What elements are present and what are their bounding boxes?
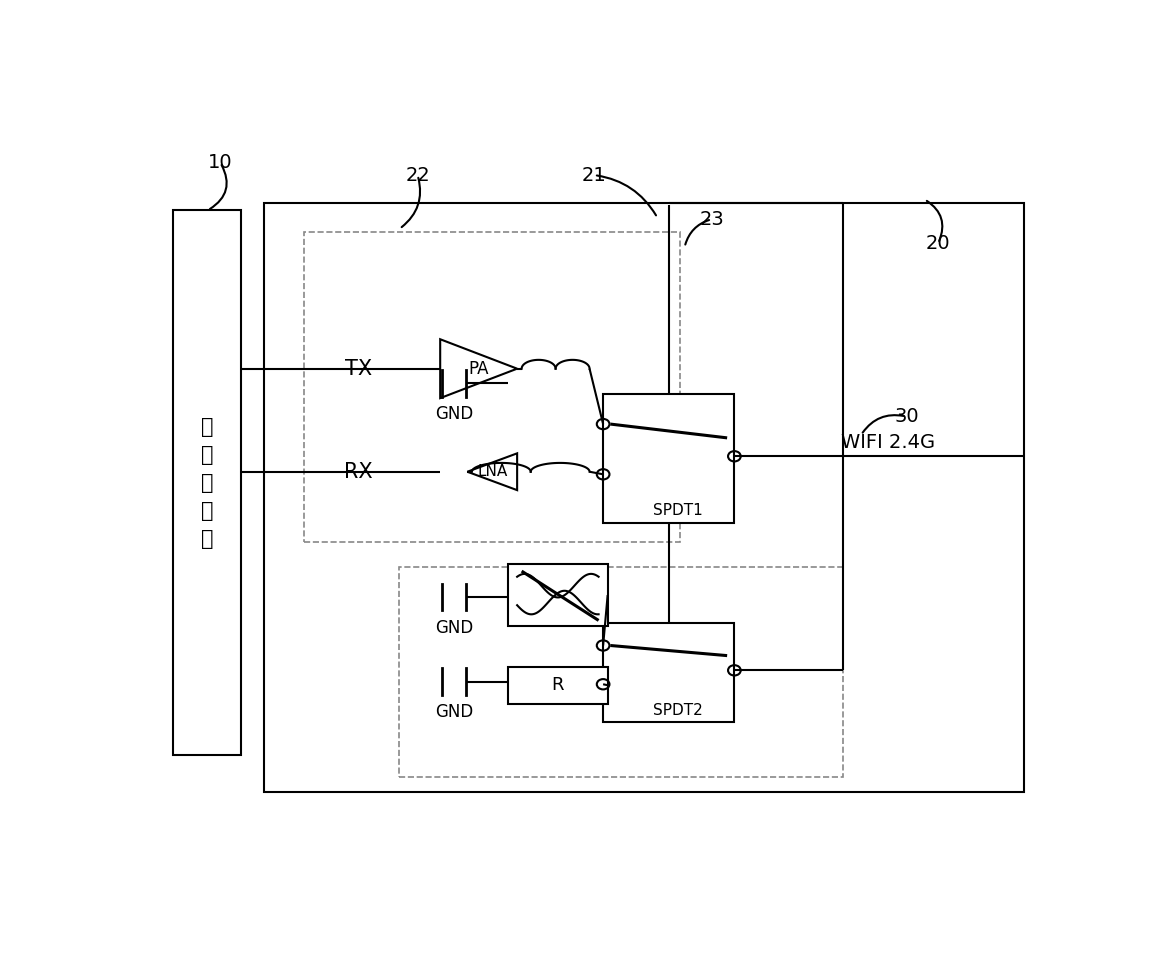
Bar — [173, 210, 241, 755]
Text: 基
带
控
制
器: 基 带 控 制 器 — [201, 417, 214, 549]
Text: 21: 21 — [582, 165, 606, 185]
Text: R: R — [551, 676, 564, 694]
Text: TX: TX — [346, 358, 373, 379]
Text: 10: 10 — [208, 153, 232, 172]
Text: GND: GND — [434, 704, 473, 722]
Text: GND: GND — [434, 619, 473, 637]
Bar — [305, 232, 680, 542]
Bar — [508, 667, 607, 704]
Text: LNA: LNA — [477, 465, 507, 479]
Bar — [603, 395, 735, 523]
Text: PA: PA — [468, 359, 489, 378]
Text: 23: 23 — [700, 209, 724, 228]
Text: SPDT1: SPDT1 — [653, 503, 703, 517]
Text: SPDT2: SPDT2 — [653, 703, 703, 718]
Bar — [508, 564, 607, 626]
Text: 22: 22 — [405, 165, 430, 185]
Text: RX: RX — [345, 462, 373, 482]
Text: 30: 30 — [894, 407, 919, 426]
Bar — [603, 622, 735, 722]
Bar — [264, 203, 1024, 792]
Text: WIFI 2.4G: WIFI 2.4G — [841, 433, 936, 452]
Text: GND: GND — [434, 405, 473, 424]
Bar — [399, 568, 843, 777]
Text: 20: 20 — [926, 234, 951, 253]
